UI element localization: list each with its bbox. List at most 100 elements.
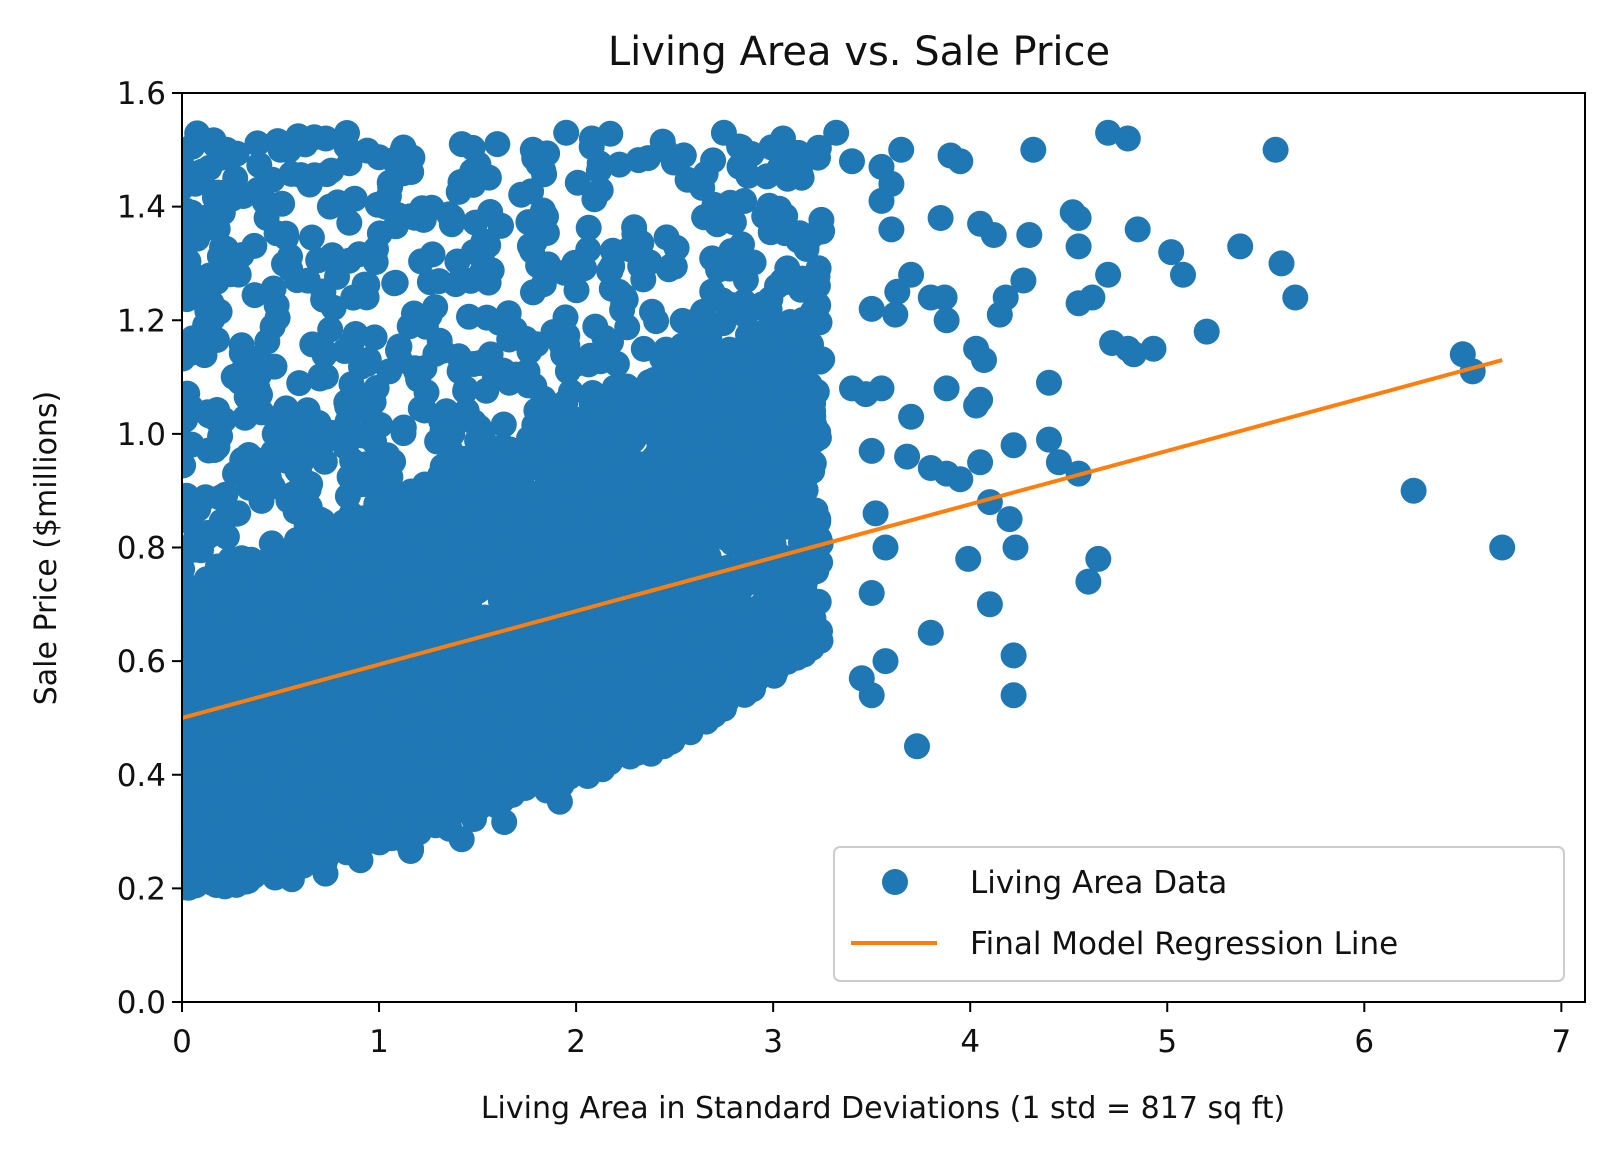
- scatter-point: [716, 336, 743, 363]
- scatter-point: [653, 224, 680, 251]
- scatter-point: [390, 738, 417, 765]
- scatter-point: [399, 525, 426, 551]
- scatter-point: [735, 162, 762, 189]
- scatter-point: [1016, 222, 1043, 248]
- scatter-point: [805, 292, 832, 319]
- scatter-point: [336, 209, 363, 236]
- scatter-point: [280, 750, 307, 777]
- scatter-point: [882, 301, 909, 328]
- scatter-point: [776, 321, 803, 348]
- scatter-point: [1095, 261, 1122, 288]
- scatter-point: [385, 815, 412, 842]
- x-axis: 0 1 2 3 4 5 6 7: [172, 1002, 1571, 1060]
- scatter-point: [1120, 341, 1147, 368]
- scatter-point: [894, 443, 921, 470]
- scatter-point: [349, 554, 376, 581]
- scatter-point: [403, 779, 430, 806]
- scatter-point: [776, 506, 803, 533]
- scatter-point: [858, 580, 885, 606]
- scatter-point: [1140, 335, 1167, 362]
- scatter-point: [270, 828, 297, 855]
- scatter-point: [862, 500, 889, 527]
- scatter-point: [435, 787, 462, 814]
- scatter-point: [971, 347, 997, 373]
- scatter-point: [732, 436, 758, 463]
- scatter-point: [456, 303, 482, 330]
- scatter-point: [770, 554, 796, 581]
- scatter-point: [710, 512, 737, 539]
- scatter-point: [221, 253, 248, 280]
- scatter-point: [648, 439, 675, 466]
- scatter-point: [774, 165, 801, 192]
- scatter-point: [858, 437, 885, 464]
- scatter-point: [1002, 534, 1029, 561]
- scatter-point: [182, 406, 199, 433]
- scatter-point: [735, 374, 762, 401]
- x-tick-label: 2: [566, 1024, 586, 1060]
- scatter-point: [424, 693, 451, 720]
- scatter-point: [382, 213, 409, 240]
- scatter-point: [389, 136, 416, 163]
- scatter-point: [487, 212, 514, 239]
- legend-box: [833, 846, 1565, 982]
- y-axis: 0.0 0.2 0.4 0.6 0.8 1.0 1.2 1.4 1.6: [117, 76, 182, 1021]
- scatter-point: [341, 185, 368, 212]
- scatter-point: [426, 268, 453, 295]
- scatter-point: [305, 735, 331, 762]
- scatter-point: [839, 148, 865, 175]
- scatter-point: [182, 427, 195, 454]
- scatter-point: [574, 638, 601, 665]
- scatter-point: [556, 675, 582, 702]
- scatter-point: [606, 151, 633, 178]
- scatter-point: [278, 160, 305, 187]
- scatter-point: [222, 460, 248, 487]
- scatter-point: [373, 755, 400, 782]
- scatter-point: [581, 186, 608, 213]
- scatter-point: [182, 686, 196, 713]
- x-tick-label: 5: [1157, 1024, 1177, 1060]
- scatter-point: [795, 606, 821, 633]
- scatter-point: [220, 363, 247, 390]
- scatter-point: [346, 604, 373, 631]
- scatter-point: [228, 545, 255, 572]
- scatter-point: [212, 643, 239, 670]
- scatter-point: [182, 742, 196, 769]
- scatter-point: [453, 665, 480, 692]
- scatter-point: [310, 286, 337, 313]
- scatter-point: [300, 780, 327, 807]
- scatter-point: [603, 350, 630, 377]
- x-tick-label: 4: [960, 1024, 980, 1060]
- scatter-point: [312, 125, 339, 152]
- scatter-point: [590, 404, 616, 431]
- scatter-point: [947, 466, 974, 493]
- scatter-point: [457, 781, 484, 808]
- scatter-point: [805, 144, 831, 171]
- scatter-point: [182, 257, 201, 284]
- scatter-point: [605, 709, 632, 736]
- scatter-point: [490, 411, 517, 438]
- scatter-point: [392, 596, 419, 623]
- scatter-point: [316, 193, 343, 220]
- y-tick-label: 0.4: [117, 758, 166, 794]
- scatter-point: [305, 247, 332, 274]
- scatter-point: [765, 469, 792, 496]
- scatter-point: [419, 241, 446, 268]
- scatter-point: [476, 746, 503, 773]
- scatter-point: [595, 745, 622, 772]
- scatter-point: [209, 565, 236, 592]
- scatter-point: [198, 521, 225, 548]
- scatter-point: [635, 640, 662, 667]
- scatter-point: [687, 452, 714, 479]
- scatter-point: [422, 812, 449, 839]
- legend-label-scatter: Living Area Data: [970, 865, 1227, 901]
- scatter-point: [719, 682, 746, 709]
- scatter-point: [254, 328, 281, 355]
- scatter-point: [904, 733, 930, 760]
- scatter-point: [376, 169, 403, 196]
- scatter-point: [512, 325, 539, 352]
- scatter-point: [307, 363, 334, 390]
- scatter-point: [800, 450, 827, 477]
- scatter-point: [298, 224, 325, 251]
- scatter-point: [1158, 239, 1185, 266]
- scatter-point: [524, 506, 551, 533]
